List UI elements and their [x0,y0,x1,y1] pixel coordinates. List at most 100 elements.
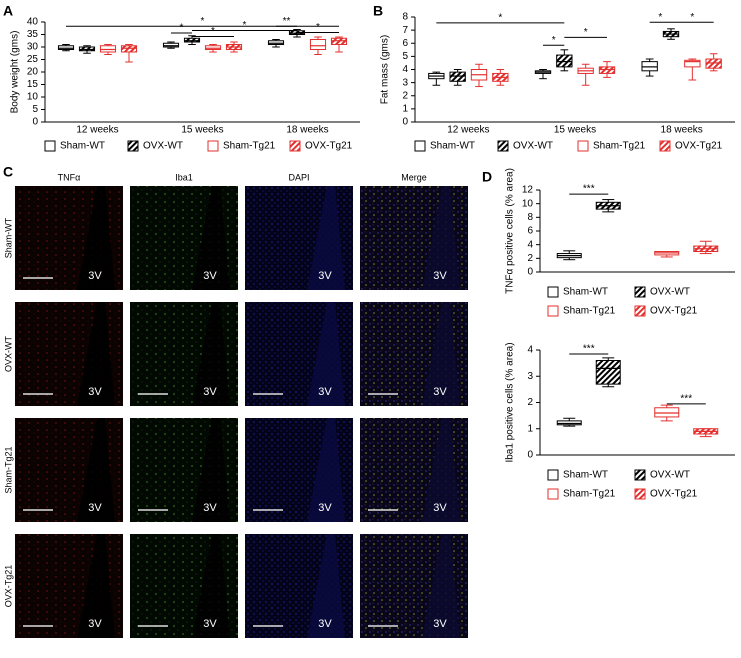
legend-swatch [547,488,559,500]
y-axis-label: Iba1 positive cells (% area) [505,342,516,462]
third-ventricle [422,534,460,638]
legend-label: OVX-Tg21 [650,489,698,500]
box [99,45,117,53]
box [204,45,222,50]
panel-label: B [373,3,383,19]
significance-label: * [658,12,662,23]
region-label: 3V [88,386,102,398]
y-tick-label: 10 [522,198,534,209]
legend-swatch [547,286,559,298]
y-tick-label: 3 [527,371,533,382]
box [641,61,658,72]
row-label: OVX-WT [3,336,13,372]
legend-swatch [289,140,301,152]
significance-label: * [316,22,320,33]
significance-label: * [690,12,694,23]
y-tick-label: 4 [527,239,533,250]
y-tick-label: 6 [402,38,408,49]
significance-label: * [552,35,556,46]
y-tick-label: 7 [402,25,408,36]
box [705,58,722,69]
legend-label: Sham-WT [430,141,475,152]
region-label: 3V [203,618,217,630]
legend-swatch [127,140,139,152]
third-ventricle [77,534,115,638]
legend-label: OVX-Tg21 [650,306,698,317]
y-tick-label: 8 [402,12,408,23]
y-tick-label: 0 [32,117,38,128]
region-label: 3V [88,618,102,630]
third-ventricle [192,186,230,290]
y-tick-label: 20 [27,67,39,78]
y-tick-label: 4 [402,64,408,75]
third-ventricle [307,302,345,406]
region-label: 3V [433,618,447,630]
x-tick-label: 15 weeks [554,125,596,136]
third-ventricle [307,418,345,522]
y-tick-label: 1 [402,104,408,115]
box [330,37,348,45]
column-header: Merge [401,172,427,182]
box [556,54,573,68]
legend-label: Sham-Tg21 [563,489,616,500]
y-tick-label: 6 [527,226,533,237]
box [595,360,621,385]
x-tick-label: 18 weeks [661,125,703,136]
y-tick-label: 2 [402,90,408,101]
panel-label: A [3,3,13,19]
third-ventricle [77,418,115,522]
third-ventricle [422,418,460,522]
third-ventricle [422,186,460,290]
y-tick-label: 25 [27,54,39,65]
legend-label: Sham-Tg21 [223,141,276,152]
third-ventricle [192,302,230,406]
box [684,59,701,68]
region-label: 3V [433,386,447,398]
legend-label: OVX-WT [513,141,553,152]
panel-label: D [482,169,492,185]
significance-label: *** [583,184,595,195]
region-label: 3V [433,502,447,514]
box [57,45,75,50]
third-ventricle [192,418,230,522]
box [654,407,680,418]
x-tick-label: 12 weeks [76,125,118,136]
third-ventricle [77,186,115,290]
row-label: OVX-Tg21 [3,565,13,608]
y-tick-label: 30 [27,42,39,53]
significance-label: ** [283,16,291,27]
legend-swatch [497,140,509,152]
y-tick-label: 8 [527,212,533,223]
legend-label: Sham-Tg21 [563,306,616,317]
significance-label: * [201,16,205,27]
third-ventricle [192,534,230,638]
legend-swatch [207,140,219,152]
third-ventricle [77,302,115,406]
column-header: DAPI [288,172,309,182]
significance-label: * [498,13,502,24]
region-label: 3V [88,270,102,282]
significance-label: * [211,26,215,37]
legend-label: OVX-WT [650,287,690,298]
y-tick-label: 1 [527,423,533,434]
y-tick-label: 0 [527,267,533,278]
legend-label: OVX-Tg21 [305,141,353,152]
significance-label: * [584,27,588,38]
legend-label: Sham-WT [60,141,105,152]
legend-label: Sham-Tg21 [593,141,646,152]
legend-swatch [547,469,559,481]
box [267,40,285,45]
y-tick-label: 15 [27,79,39,90]
column-header: Iba1 [175,172,193,182]
region-label: 3V [318,502,332,514]
legend-label: OVX-WT [650,470,690,481]
legend-label: OVX-Tg21 [675,141,723,152]
y-tick-label: 35 [27,29,39,40]
box [120,45,138,53]
significance-label: *** [583,344,595,355]
region-label: 3V [318,618,332,630]
legend-swatch [44,140,56,152]
legend-swatch [634,286,646,298]
y-tick-label: 0 [527,450,533,461]
